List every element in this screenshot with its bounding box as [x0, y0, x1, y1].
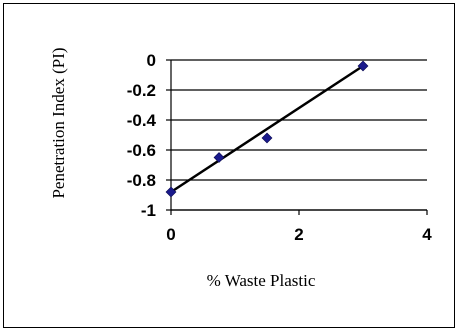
trendline: [170, 64, 364, 194]
chart-svg: 0 -0.2 -0.4 -0.6 -0.8 -1 0 2 4 % Waste Plastic P…: [49, 47, 433, 290]
x-axis-title: % Waste Plastic: [207, 271, 316, 290]
x-tick-label: 2: [294, 225, 303, 244]
grid-layer: [171, 59, 427, 211]
x-tick-label: 4: [422, 225, 432, 244]
trend-layer: [170, 64, 364, 194]
data-point-marker: [261, 132, 273, 144]
axes-layer: [166, 59, 428, 215]
chart-frame: 0 -0.2 -0.4 -0.6 -0.8 -1 0 2 4 % Waste Plastic P…: [3, 3, 455, 328]
y-tick-label: -0.6: [127, 141, 156, 160]
y-tick-label: -0.4: [127, 111, 157, 130]
y-axis-title: Penetration Index (PI): [49, 47, 68, 198]
ticks-layer: 0 -0.2 -0.4 -0.6 -0.8 -1 0 2 4: [127, 51, 433, 244]
y-tick-label: -1: [141, 201, 156, 220]
y-tick-label: -0.2: [127, 81, 156, 100]
y-tick-label: 0: [147, 51, 156, 70]
x-tick-label: 0: [166, 225, 175, 244]
points-layer: [165, 60, 369, 198]
data-point-marker: [357, 60, 369, 72]
y-tick-label: -0.8: [127, 171, 156, 190]
data-point-marker: [213, 152, 225, 163]
data-point-marker: [165, 186, 177, 198]
